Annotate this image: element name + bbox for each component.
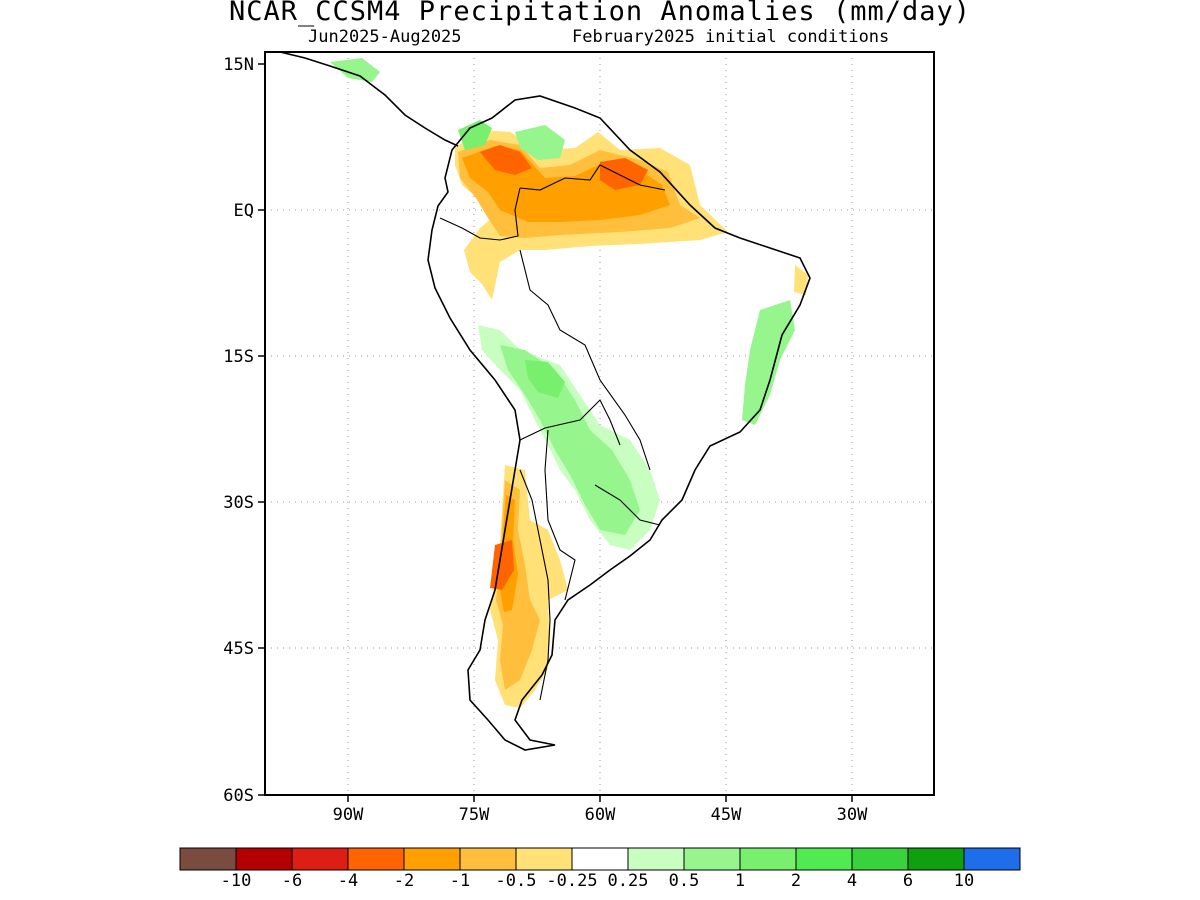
anomaly-interior-wet-mid <box>500 345 640 535</box>
colorbar-swatch <box>739 847 797 871</box>
colorbar-swatch <box>179 847 237 871</box>
map-plot-area <box>265 52 934 795</box>
colorbar-swatch <box>851 847 909 871</box>
axis-ticks <box>258 63 853 802</box>
anomaly-bolivia-wet-core <box>525 360 565 398</box>
map-title: NCAR_CCSM4 Precipitation Anomalies (mm/d… <box>229 0 971 27</box>
anomaly-north-peak <box>480 145 532 175</box>
anomaly-central-america-wet <box>330 58 380 82</box>
anomaly-east-brazil-dry <box>794 265 808 295</box>
colorbar-tick-label: 6 <box>902 871 914 891</box>
colorbar-swatch <box>347 847 405 871</box>
lat-label-15s: 15S <box>223 347 254 367</box>
anomaly-colombia-wet <box>458 120 492 150</box>
colorbar-tick-label: -2 <box>393 871 415 891</box>
colorbar-swatch <box>627 847 685 871</box>
colorbar-tick-label: -1 <box>449 871 471 891</box>
colorbar-swatch <box>235 847 293 871</box>
colorbar-tick-label: 0.25 <box>607 871 649 891</box>
anomaly-guiana-peak <box>600 158 648 190</box>
central-america-coastline <box>279 52 459 147</box>
colorbar-tick-label: 2 <box>790 871 802 891</box>
country-borders <box>439 164 666 701</box>
anomaly-venezuela-wet <box>515 125 565 160</box>
colorbar-tick-label: -6 <box>281 871 303 891</box>
anomaly-chile-peak <box>490 540 514 590</box>
lat-label-30s: 30S <box>223 493 254 513</box>
lat-label-45s: 45S <box>223 639 254 659</box>
lat-label-60s: 60S <box>223 786 254 806</box>
colorbar <box>179 847 1021 871</box>
colorbar-tick-label: 10 <box>953 871 975 891</box>
colorbar-tick-label: 0.5 <box>668 871 700 891</box>
colorbar-tick-label: 1 <box>734 871 746 891</box>
colorbar-tick-label: -4 <box>337 871 359 891</box>
colorbar-swatch <box>515 847 573 871</box>
coastlines-and-borders <box>279 52 811 751</box>
lat-label-15n: 15N <box>223 55 254 75</box>
anomaly-east-brazil-wet <box>742 300 795 425</box>
south-america-coastline <box>427 95 811 751</box>
colorbar-swatch <box>963 847 1021 871</box>
colorbar-swatch <box>403 847 461 871</box>
colorbar-swatch <box>571 847 629 871</box>
lon-label-90w: 90W <box>333 805 364 825</box>
lon-label-60w: 60W <box>585 805 616 825</box>
colorbar-tick-label: -10 <box>220 871 252 891</box>
colorbar-tick-label: -0.25 <box>546 871 598 891</box>
lat-label-eq: EQ <box>234 201 254 221</box>
colorbar-swatch <box>459 847 517 871</box>
lon-label-30w: 30W <box>837 805 868 825</box>
map-initial-conditions: February2025 initial conditions <box>572 27 890 47</box>
colorbar-swatch <box>683 847 741 871</box>
colorbar-swatch <box>907 847 965 871</box>
colorbar-swatch <box>291 847 349 871</box>
colorbar-tick-label: 4 <box>846 871 858 891</box>
colorbar-swatch <box>795 847 853 871</box>
map-period: Jun2025-Aug2025 <box>308 27 462 47</box>
colorbar-tick-label: -0.5 <box>495 871 537 891</box>
lon-label-75w: 75W <box>459 805 490 825</box>
lon-label-45w: 45W <box>711 805 742 825</box>
